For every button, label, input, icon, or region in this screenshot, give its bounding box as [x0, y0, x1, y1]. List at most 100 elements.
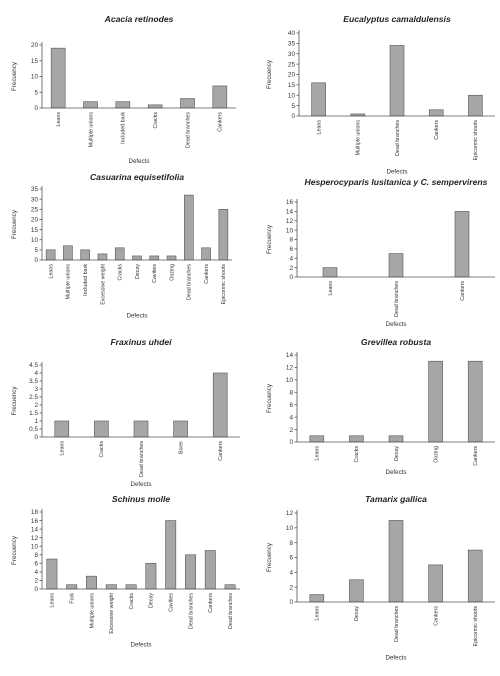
- bar-cankers: [467, 360, 483, 443]
- bar-decay: [145, 563, 157, 590]
- y-tick-label: 30: [288, 51, 296, 58]
- bar-dead-branches: [133, 420, 149, 438]
- x-tick-label: Epicormic shoots: [221, 264, 227, 305]
- chart-title: Hesperocyparis lusitanica y C. sempervir…: [305, 177, 488, 187]
- bar-excessive-weight: [105, 584, 117, 590]
- bar-dead-branches: [185, 554, 196, 590]
- y-axis-label: Frecuency: [266, 59, 273, 89]
- bar-fork: [66, 584, 78, 590]
- y-tick-label: 25: [31, 206, 39, 213]
- x-tick-label: Cavities: [169, 593, 175, 612]
- chart-acacia-retinodes: Acacia retinodes 0 5 10 15 20 Leans Multiple un…: [0, 14, 245, 177]
- y-tick-label: 10: [286, 227, 294, 234]
- chart-casuarina-equisetifolia: Casuarina equisetifolia 0 5 10 15 20 25 30 35 Lea…: [0, 172, 245, 340]
- bar-cavities: [165, 520, 177, 590]
- x-tick-label: Dead branches: [188, 593, 194, 629]
- bar-epicormic-shoots: [218, 208, 229, 261]
- x-tick-label: Leans: [48, 264, 54, 279]
- x-tick-label: Included bark: [83, 264, 89, 296]
- bar-multiple-unions: [83, 101, 98, 109]
- bar-leans: [309, 435, 325, 443]
- y-tick-label: 25: [288, 61, 296, 68]
- x-tick-label: Dead branches: [394, 281, 400, 317]
- bar-decay: [132, 255, 142, 261]
- chart-title: Grevillea robusta: [361, 337, 431, 347]
- y-tick-label: 12: [31, 535, 39, 542]
- y-tick-label: 1: [34, 418, 38, 425]
- x-tick-label: Dead branches: [395, 120, 401, 156]
- y-tick-label: 0: [34, 257, 38, 264]
- x-tick-label: Multiple unions: [89, 593, 95, 629]
- x-axis-label: Defects: [386, 321, 407, 328]
- y-tick-label: 8: [289, 540, 293, 547]
- x-tick-label: Decay: [135, 264, 141, 279]
- x-tick-label: Dead branches: [187, 264, 193, 300]
- bar-leans: [46, 558, 58, 590]
- bar-leans: [309, 594, 325, 603]
- y-tick-label: 10: [286, 525, 294, 532]
- x-axis-label: Defects: [127, 313, 148, 320]
- y-tick-label: 1.5: [29, 410, 38, 417]
- chart-svg: Casuarina equisetifolia 0 5 10 15 20 25 30 35 Lea…: [11, 172, 232, 320]
- chart-hesperocyparis-lusitanica: Hesperocyparis lusitanica y C. sempervir…: [255, 177, 500, 340]
- y-tick-label: 8: [289, 389, 293, 396]
- x-tick-label: Dead branches: [394, 606, 400, 642]
- chart-svg: Fraxinus uhdei 00.511.522.533.544.5 Leans C…: [11, 337, 240, 488]
- x-tick-label: Epicormic shoots: [473, 606, 479, 647]
- bar-dead-branches: [224, 584, 236, 590]
- y-tick-label: 20: [31, 217, 39, 224]
- x-tick-label: Cracks: [153, 112, 159, 129]
- chart-schinus-molle: Schinus molle 0 2 4 6 8 10 12 14 16 18 Leans Fork Mul…: [0, 494, 245, 674]
- x-tick-label: Cracks: [118, 264, 124, 281]
- x-tick-label: Oozing: [169, 264, 175, 281]
- y-tick-label: 40: [288, 30, 296, 37]
- y-tick-label: 15: [31, 58, 39, 65]
- x-tick-label: Leans: [316, 120, 322, 135]
- x-tick-label: Dead branches: [139, 441, 145, 477]
- y-tick-label: 16: [286, 199, 294, 206]
- y-tick-label: 30: [31, 196, 39, 203]
- x-tick-label: Cankers: [208, 593, 214, 613]
- chart-svg: Hesperocyparis lusitanica y C. sempervir…: [266, 177, 495, 328]
- x-axis-label: Defects: [131, 642, 152, 649]
- y-axis-label: Frecuency: [11, 61, 18, 91]
- y-tick-label: 2: [34, 402, 38, 409]
- bar-cankers: [428, 109, 444, 117]
- y-tick-label: 3.5: [29, 378, 38, 385]
- x-tick-label: Cankers: [204, 264, 210, 284]
- x-tick-label: Decay: [394, 446, 400, 461]
- x-tick-label: Borer: [178, 441, 184, 454]
- bar-cracks: [349, 435, 364, 443]
- x-tick-label: Cracks: [129, 593, 135, 610]
- y-tick-label: 10: [31, 543, 39, 550]
- y-tick-label: 6: [34, 561, 38, 568]
- x-tick-label: Leans: [50, 593, 56, 608]
- y-axis-label: Frecuency: [11, 209, 18, 239]
- y-tick-label: 4: [34, 569, 38, 576]
- y-tick-label: 10: [31, 74, 39, 81]
- bar-dead-branches: [184, 194, 194, 261]
- x-tick-label: Cracks: [99, 441, 105, 458]
- x-tick-label: Leans: [56, 112, 62, 127]
- y-tick-label: 0: [34, 586, 38, 593]
- y-tick-label: 6: [289, 555, 293, 562]
- y-tick-label: 2: [289, 584, 293, 591]
- y-tick-label: 8: [34, 552, 38, 559]
- y-tick-label: 0: [289, 599, 293, 606]
- y-tick-label: 5: [34, 89, 38, 96]
- y-tick-label: 35: [31, 186, 39, 193]
- x-axis-label: Defects: [129, 158, 150, 165]
- x-tick-label: Multiple unions: [66, 264, 72, 300]
- bar-cankers: [428, 564, 443, 603]
- bar-included-bark: [115, 101, 131, 109]
- x-tick-label: Leans: [315, 606, 321, 621]
- bar-cracks: [147, 104, 163, 109]
- y-tick-label: 35: [288, 41, 296, 48]
- x-tick-label: Excessive weight: [109, 592, 115, 633]
- bar-leans: [45, 249, 56, 261]
- y-tick-label: 6: [289, 402, 293, 409]
- y-tick-label: 2.5: [29, 394, 38, 401]
- bar-excessive-weight: [97, 253, 108, 261]
- y-tick-label: 14: [31, 526, 39, 533]
- bar-leans: [322, 267, 338, 278]
